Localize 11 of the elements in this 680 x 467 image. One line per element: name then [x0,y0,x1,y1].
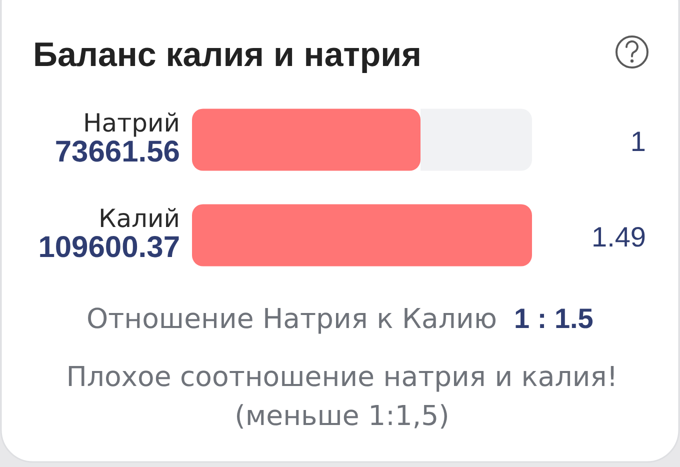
data-label: 73661.56 [54,136,180,169]
chart-title: Баланс калия и натрия [33,36,422,74]
text: Отношение Натрия к Калию [86,303,497,335]
text: Плохое соотношение натрия и калия! [66,361,618,393]
text: 1 : 1.5 [514,303,594,334]
text: (меньше 1:1,5) [234,400,450,432]
data-label: 109600.37 [38,231,180,264]
y-tick-label: Натрий [82,108,180,138]
text: 1.49 [592,221,646,252]
text: 1 [630,126,646,157]
y-tick-label: Калий [98,204,180,234]
